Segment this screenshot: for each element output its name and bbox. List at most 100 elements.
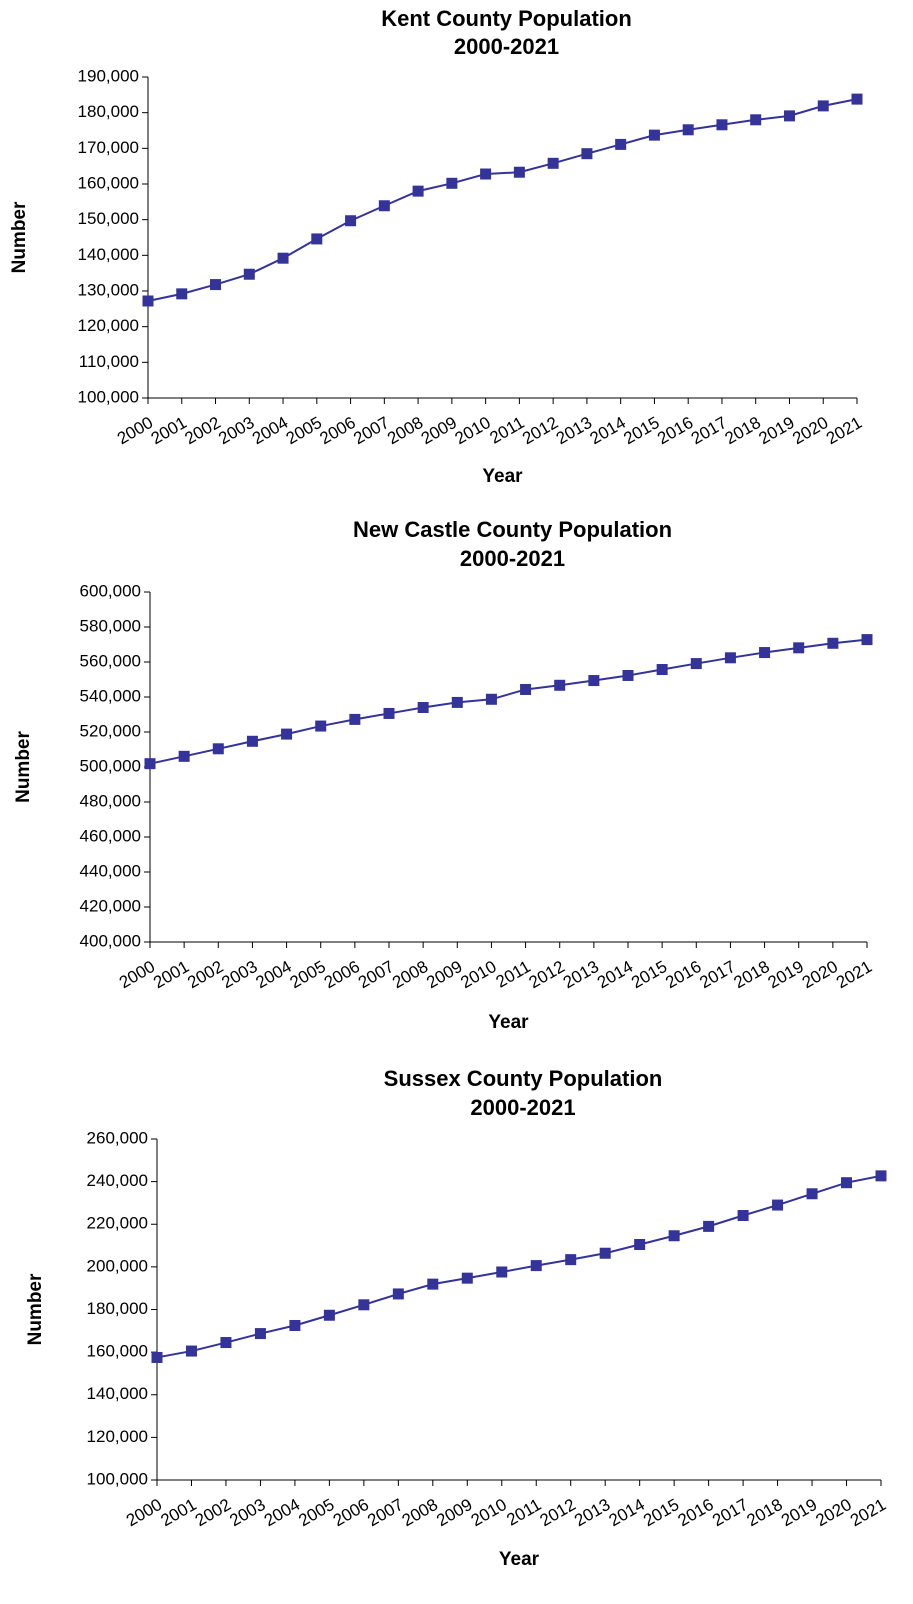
data-point-marker (656, 664, 668, 676)
data-point-marker (634, 1238, 646, 1250)
y-tick-label: 100,000 (87, 1469, 148, 1488)
y-tick-label: 440,000 (80, 861, 141, 880)
y-axis-title: Number (25, 1273, 46, 1345)
data-point-marker (851, 93, 863, 105)
data-point-marker (315, 720, 327, 732)
data-point-marker (806, 1188, 818, 1200)
data-point-marker (212, 743, 224, 755)
data-point-marker (349, 713, 361, 725)
chart-0: Kent County Population 2000-2021 Number Yea… (9, 6, 865, 487)
y-tick-label: 600,000 (80, 581, 141, 600)
y-tick-label: 120,000 (87, 1427, 148, 1446)
data-point-marker (875, 1170, 887, 1182)
y-axis-title: Number (9, 201, 30, 273)
data-point-marker (622, 669, 634, 681)
data-point-marker (210, 279, 222, 291)
data-point-marker (451, 696, 463, 708)
y-tick-label: 400,000 (80, 931, 141, 950)
data-point-marker (412, 185, 424, 197)
y-tick-label: 160,000 (87, 1342, 148, 1361)
data-point-marker (668, 1230, 680, 1242)
chart-title: Kent County Population (381, 6, 632, 31)
data-point-marker (185, 1345, 197, 1357)
data-point-marker (142, 295, 154, 307)
x-axis-title: Year (482, 466, 523, 487)
data-point-marker (446, 177, 458, 189)
data-point-marker (648, 129, 660, 141)
y-tick-label: 540,000 (80, 686, 141, 705)
data-point-marker (480, 168, 492, 180)
data-point-marker (817, 100, 829, 112)
data-point-marker (513, 166, 525, 178)
y-tick-label: 180,000 (78, 102, 139, 121)
data-point-marker (772, 1199, 784, 1211)
data-point-marker (378, 200, 390, 212)
y-tick-label: 140,000 (87, 1384, 148, 1403)
data-point-marker (861, 634, 873, 646)
y-tick-label: 480,000 (80, 791, 141, 810)
data-point-marker (682, 124, 694, 136)
x-tick-label: 2021 (847, 1495, 889, 1530)
data-point-marker (841, 1177, 853, 1189)
series-line (156, 1174, 882, 1359)
data-point-marker (323, 1309, 335, 1321)
data-point-marker (690, 658, 702, 670)
y-tick-label: 220,000 (87, 1214, 148, 1233)
data-point-marker (345, 215, 357, 227)
data-point-marker (599, 1247, 611, 1259)
x-axis-title: Year (488, 1012, 529, 1033)
data-point-marker (581, 148, 593, 160)
y-tick-label: 420,000 (80, 896, 141, 915)
data-point-marker (311, 233, 323, 245)
y-tick-label: 170,000 (78, 138, 139, 157)
x-axis-title: Year (499, 1549, 540, 1570)
data-point-marker (220, 1337, 232, 1349)
data-point-marker (547, 157, 559, 169)
data-point-marker (588, 675, 600, 687)
data-point-marker (254, 1328, 266, 1340)
chart-1: New Castle County Population 2000-2021 Num… (13, 517, 875, 1033)
y-tick-label: 120,000 (78, 316, 139, 335)
y-tick-label: 460,000 (80, 826, 141, 845)
data-point-marker (243, 268, 255, 280)
y-tick-label: 580,000 (80, 616, 141, 635)
data-point-marker (392, 1288, 404, 1300)
data-point-marker (827, 637, 839, 649)
x-tick-label: 2021 (823, 413, 865, 448)
chart-subtitle: 2000-2021 (460, 546, 565, 571)
y-tick-label: 180,000 (87, 1299, 148, 1318)
y-tick-label: 260,000 (87, 1128, 148, 1147)
y-tick-label: 560,000 (80, 651, 141, 670)
x-tick-label: 2021 (833, 957, 875, 992)
chart-title: Sussex County Population (384, 1066, 663, 1091)
chart-title: New Castle County Population (353, 517, 672, 542)
y-tick-label: 240,000 (87, 1171, 148, 1190)
chart-subtitle: 2000-2021 (454, 34, 559, 59)
data-point-marker (383, 707, 395, 719)
y-tick-label: 130,000 (78, 280, 139, 299)
data-point-marker (520, 683, 532, 695)
data-point-marker (750, 114, 762, 126)
y-tick-label: 190,000 (78, 66, 139, 85)
data-point-marker (289, 1319, 301, 1331)
data-point-marker (246, 735, 258, 747)
data-point-marker (759, 647, 771, 659)
data-point-marker (417, 702, 429, 713)
data-point-marker (461, 1272, 473, 1284)
data-point-marker (151, 1351, 163, 1363)
data-point-marker (496, 1266, 508, 1278)
y-tick-label: 110,000 (79, 352, 139, 371)
data-point-marker (793, 642, 805, 654)
data-point-marker (530, 1260, 542, 1272)
data-point-marker (178, 750, 190, 762)
y-tick-label: 100,000 (78, 387, 139, 406)
data-point-marker (281, 728, 293, 740)
data-point-marker (565, 1254, 577, 1266)
data-point-marker (783, 110, 795, 122)
y-tick-label: 500,000 (80, 756, 141, 775)
data-point-marker (427, 1278, 439, 1290)
chart-2: Sussex County Population 2000-2021 Number Y… (25, 1066, 889, 1570)
data-point-marker (176, 288, 188, 300)
data-point-marker (358, 1299, 370, 1311)
